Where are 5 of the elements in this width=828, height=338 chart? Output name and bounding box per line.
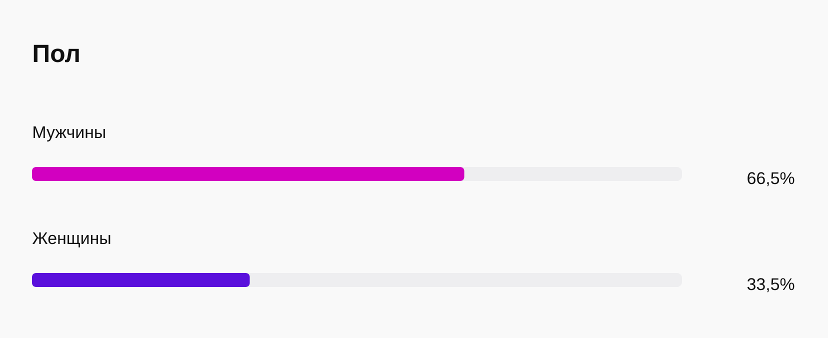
data-label: 33,5%	[747, 278, 794, 292]
data-label: 66,5%	[748, 172, 794, 186]
y-tick-label: Женщины	[32, 232, 110, 248]
chart-title: Пол	[34, 44, 79, 62]
y-tick-label: Мужчины	[34, 126, 105, 142]
